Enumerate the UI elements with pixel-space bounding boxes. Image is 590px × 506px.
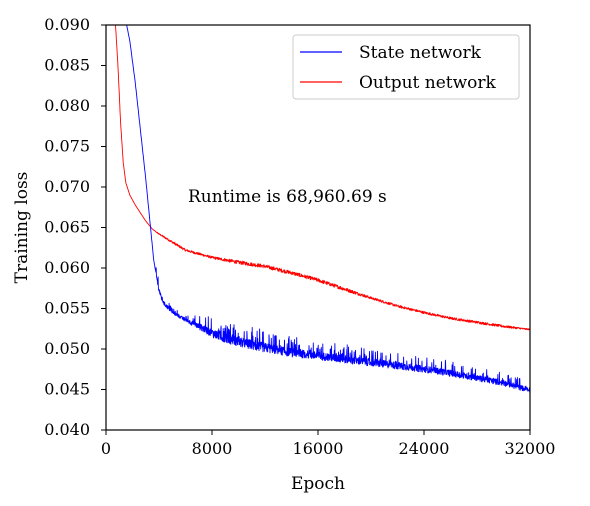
y-tick-label: 0.070 <box>44 177 90 196</box>
x-tick-label: 0 <box>101 439 111 458</box>
x-tick-label: 16000 <box>293 439 344 458</box>
y-axis-label: Training loss <box>12 172 32 284</box>
x-tick-label: 24000 <box>399 439 450 458</box>
y-tick-label: 0.060 <box>44 258 90 277</box>
legend: State network Output network <box>293 35 519 99</box>
y-tick-label: 0.040 <box>44 420 90 439</box>
x-tick-label: 8000 <box>192 439 233 458</box>
y-tick-label: 0.085 <box>44 56 90 75</box>
y-tick-label: 0.045 <box>44 380 90 399</box>
y-tick-label: 0.080 <box>44 96 90 115</box>
y-tick-label: 0.090 <box>44 15 90 34</box>
y-tick-label: 0.050 <box>44 339 90 358</box>
x-tick-label: 32000 <box>505 439 556 458</box>
y-tick-label: 0.075 <box>44 137 90 156</box>
y-tick-label: 0.055 <box>44 299 90 318</box>
legend-label: Output network <box>359 73 497 93</box>
legend-label: State network <box>359 43 482 63</box>
y-tick-label: 0.065 <box>44 218 90 237</box>
runtime-annotation: Runtime is 68,960.69 s <box>188 187 387 207</box>
x-axis-label: Epoch <box>291 474 345 494</box>
